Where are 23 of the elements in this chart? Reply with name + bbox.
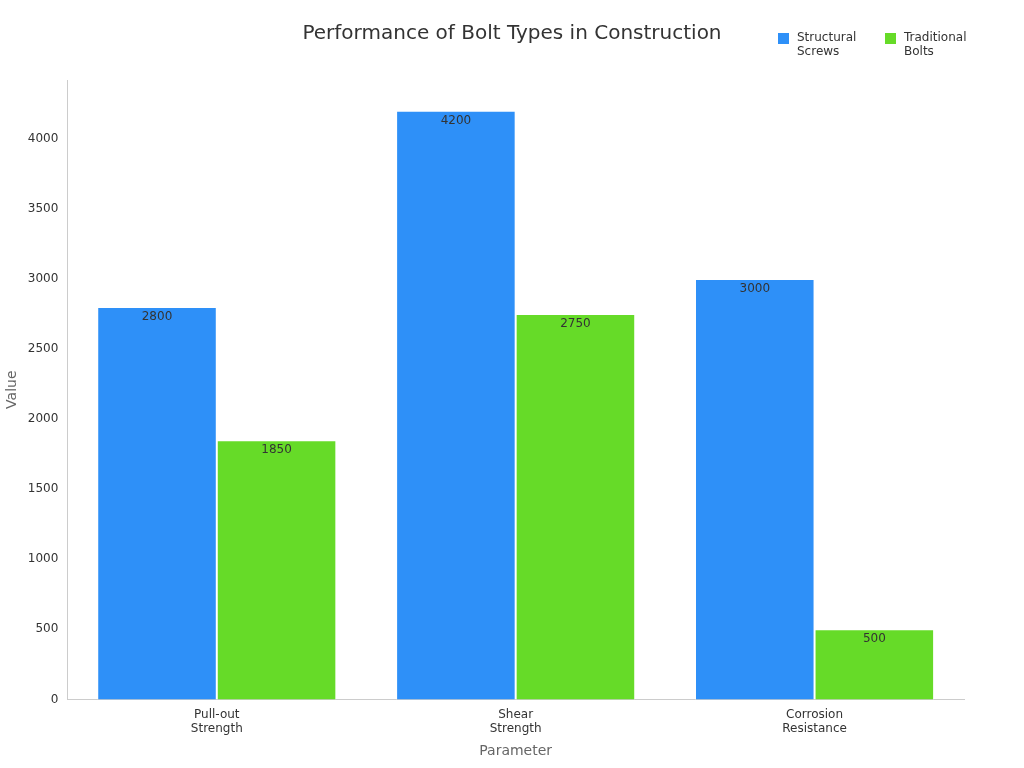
legend-label: Traditional Bolts [904,30,968,58]
x-axis-title: Parameter [479,742,553,759]
y-tick-label: 1000 [27,551,59,566]
data-label: 3000 [739,281,771,296]
data-label: 1850 [261,442,292,457]
data-label: 2800 [141,309,173,324]
y-tick-label: 4000 [27,130,59,145]
chart-title: Performance of Bolt Types in Construction [302,20,722,44]
x-tick-label: Shear Strength [489,706,542,736]
legend-label: Structural Screws [797,30,858,58]
x-tick-label: Pull-out Strength [190,706,243,736]
y-tick-label: 0 [50,691,59,706]
data-label: 4200 [440,112,472,127]
y-tick-label: 3000 [27,271,59,286]
y-tick-label: 3500 [27,201,59,216]
y-tick-label: 2500 [27,341,59,356]
data-label: 2750 [560,316,591,331]
y-axis-title: Value [3,370,20,409]
y-tick-label: 2000 [27,411,59,426]
y-tick-label: 1500 [27,481,59,496]
x-tick-label: Corrosion Resistance [782,706,847,736]
y-tick-label: 500 [35,621,59,636]
data-label: 500 [862,631,886,646]
